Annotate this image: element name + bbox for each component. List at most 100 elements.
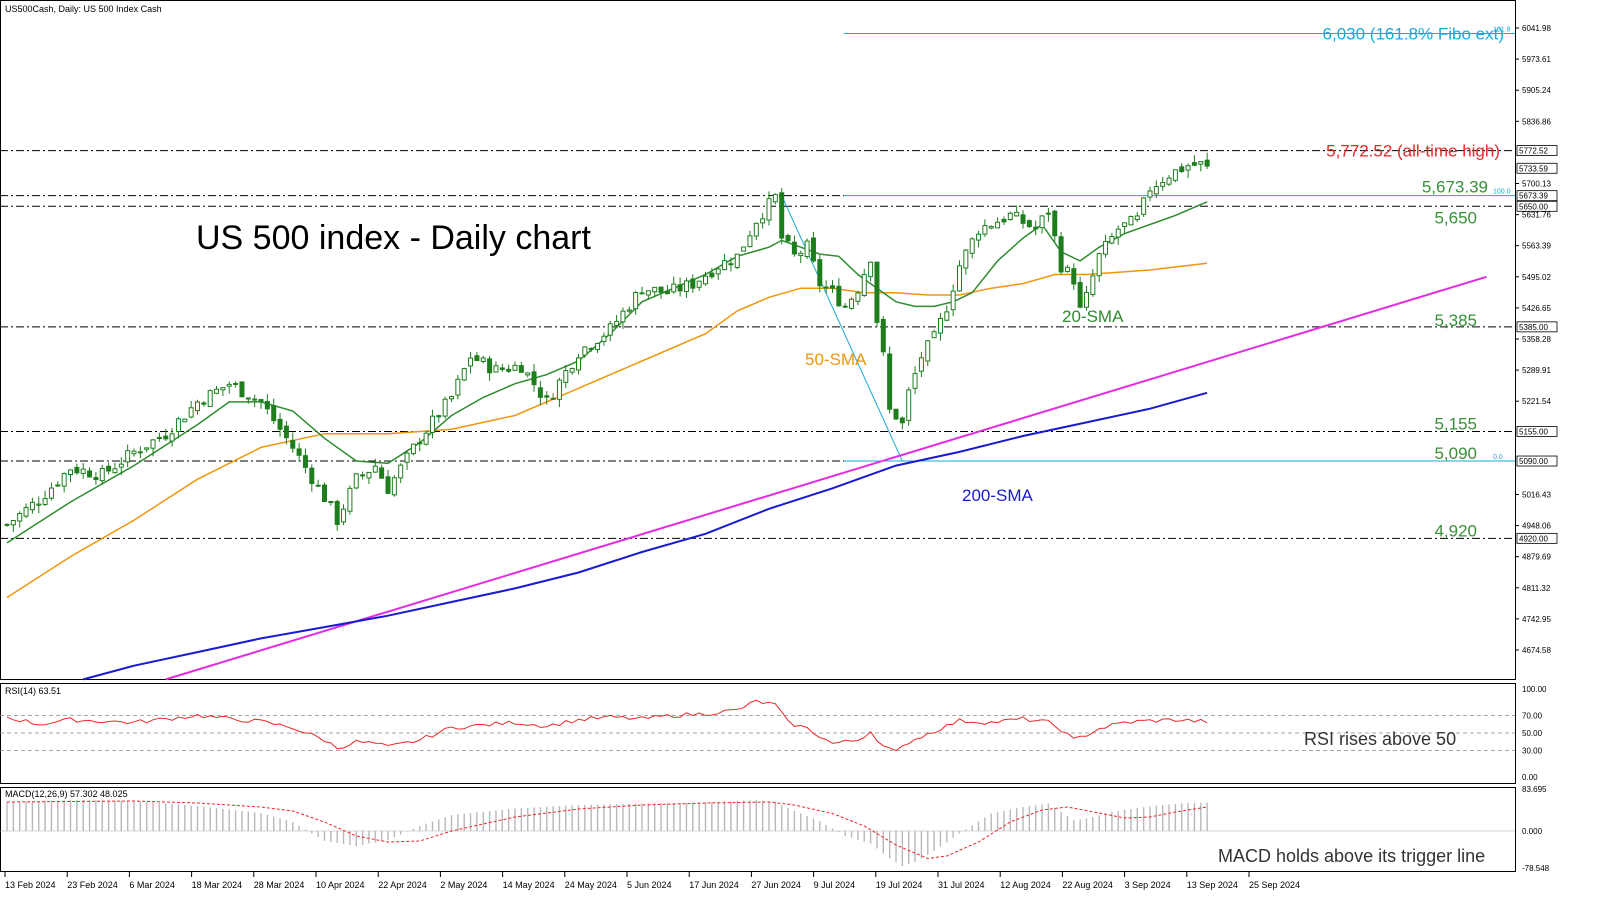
candle-body bbox=[601, 335, 607, 342]
y-tick-label: 5495.02 bbox=[1522, 273, 1551, 282]
candle-body bbox=[830, 285, 835, 289]
axis-tag-box bbox=[1516, 321, 1558, 333]
candle-body bbox=[626, 309, 632, 312]
candle-body bbox=[785, 235, 791, 242]
candle-body bbox=[245, 397, 251, 400]
y-tick-label: 5631.76 bbox=[1522, 211, 1551, 220]
candle-body bbox=[1071, 268, 1077, 285]
candle-body bbox=[1115, 228, 1121, 238]
y-tick-label: 6041.98 bbox=[1522, 24, 1551, 33]
candle-body bbox=[715, 268, 721, 275]
sma50-label: 50-SMA bbox=[805, 350, 867, 369]
x-tick-label: 12 Aug 2024 bbox=[1000, 880, 1051, 890]
candle-body bbox=[1090, 275, 1096, 295]
x-tick-label: 27 Jun 2024 bbox=[751, 880, 801, 890]
candle-body bbox=[461, 368, 467, 381]
candle-body bbox=[1109, 235, 1115, 244]
candle-body bbox=[1160, 182, 1166, 187]
y-tick-label: 4948.06 bbox=[1522, 522, 1551, 531]
candle-body bbox=[849, 298, 855, 309]
x-tick-label: 24 May 2024 bbox=[565, 880, 617, 890]
candle-body bbox=[1033, 226, 1039, 230]
candle-body bbox=[182, 418, 188, 423]
candle-body bbox=[322, 484, 327, 503]
x-tick-label: 19 Jul 2024 bbox=[876, 880, 923, 890]
candle-body bbox=[1001, 218, 1007, 223]
candle-body bbox=[683, 280, 689, 292]
macd-pane bbox=[0, 787, 1516, 872]
fibo-side-tag: 0.0 bbox=[1493, 454, 1503, 461]
level-label: 5,772.52 (all-time high) bbox=[1326, 142, 1500, 161]
candle-body bbox=[804, 240, 810, 257]
axis-tag-box bbox=[1516, 455, 1558, 467]
candle-body bbox=[74, 466, 80, 474]
candle-body bbox=[112, 468, 118, 474]
candle-body bbox=[118, 463, 124, 468]
x-tick-label: 25 Sep 2024 bbox=[1249, 880, 1300, 890]
x-tick-label: 23 Feb 2024 bbox=[67, 880, 118, 890]
candle-body bbox=[283, 425, 289, 439]
candle-body bbox=[1198, 161, 1204, 165]
candle-body bbox=[48, 487, 54, 499]
candle-body bbox=[595, 343, 601, 351]
candle-body bbox=[747, 235, 753, 248]
y-tick-label: 5289.91 bbox=[1522, 366, 1551, 375]
candle-body bbox=[436, 415, 442, 418]
axis-tag-box bbox=[1516, 426, 1558, 437]
candle-body bbox=[1141, 197, 1147, 215]
level-label: 4,920 bbox=[1434, 521, 1477, 540]
sma50-line bbox=[6, 262, 1208, 599]
candle-body bbox=[639, 292, 645, 295]
candle-body bbox=[925, 340, 931, 362]
level-label: 5,155 bbox=[1434, 414, 1477, 433]
candle-body bbox=[410, 443, 416, 455]
candle-body bbox=[1045, 212, 1051, 215]
candle-body bbox=[855, 292, 861, 302]
candle-body bbox=[258, 399, 264, 403]
candle-body bbox=[144, 447, 150, 450]
rsi-header: RSI(14) 63.51 bbox=[5, 686, 61, 696]
candle-body bbox=[874, 261, 880, 323]
candle-body bbox=[163, 435, 169, 440]
candle-body bbox=[912, 373, 918, 389]
candle-body bbox=[106, 465, 112, 472]
macd-header: MACD(12,26,9) 57.302 48.025 bbox=[5, 789, 128, 799]
y-tick-label: 5836.86 bbox=[1522, 117, 1551, 126]
candle-body bbox=[1020, 214, 1026, 224]
candle-body bbox=[1204, 159, 1210, 167]
macd-tick-label: 0.000 bbox=[1522, 827, 1543, 836]
x-tick-label: 2 May 2024 bbox=[440, 880, 487, 890]
candle-body bbox=[982, 225, 988, 235]
x-tick-label: 13 Sep 2024 bbox=[1187, 880, 1238, 890]
y-tick-label: 5358.28 bbox=[1522, 335, 1551, 344]
candle-body bbox=[353, 473, 359, 489]
candle-body bbox=[722, 260, 728, 271]
candle-body bbox=[29, 501, 35, 511]
candle-body bbox=[385, 476, 391, 494]
x-tick-label: 9 Jul 2024 bbox=[814, 880, 856, 890]
candle-body bbox=[4, 523, 10, 526]
candle-body bbox=[429, 415, 435, 433]
candle-body bbox=[296, 448, 302, 456]
candle-body bbox=[798, 252, 804, 257]
candle-body bbox=[341, 508, 347, 523]
candle-body bbox=[150, 439, 156, 449]
candle-body bbox=[709, 272, 715, 278]
candle-body bbox=[131, 450, 137, 455]
candle-body bbox=[207, 390, 213, 408]
candle-body bbox=[620, 310, 626, 323]
rsi-note: RSI rises above 50 bbox=[1304, 729, 1456, 749]
axis-tag-label: 5155.00 bbox=[1519, 427, 1548, 436]
candle-body bbox=[449, 396, 454, 400]
sma200-label: 200-SMA bbox=[962, 486, 1034, 505]
candle-body bbox=[703, 275, 708, 285]
candle-body bbox=[487, 358, 493, 374]
y-tick-label: 4674.58 bbox=[1522, 646, 1551, 655]
candle-body bbox=[918, 357, 924, 372]
chart-title: US 500 index - Daily chart bbox=[196, 219, 592, 257]
candle-body bbox=[493, 365, 499, 373]
rsi-tick-label: 0.00 bbox=[1522, 773, 1538, 782]
candle-body bbox=[99, 467, 105, 482]
